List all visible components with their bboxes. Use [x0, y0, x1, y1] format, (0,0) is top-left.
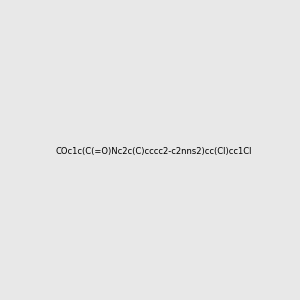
Text: COc1c(C(=O)Nc2c(C)cccc2-c2nns2)cc(Cl)cc1Cl: COc1c(C(=O)Nc2c(C)cccc2-c2nns2)cc(Cl)cc1…: [56, 147, 252, 156]
